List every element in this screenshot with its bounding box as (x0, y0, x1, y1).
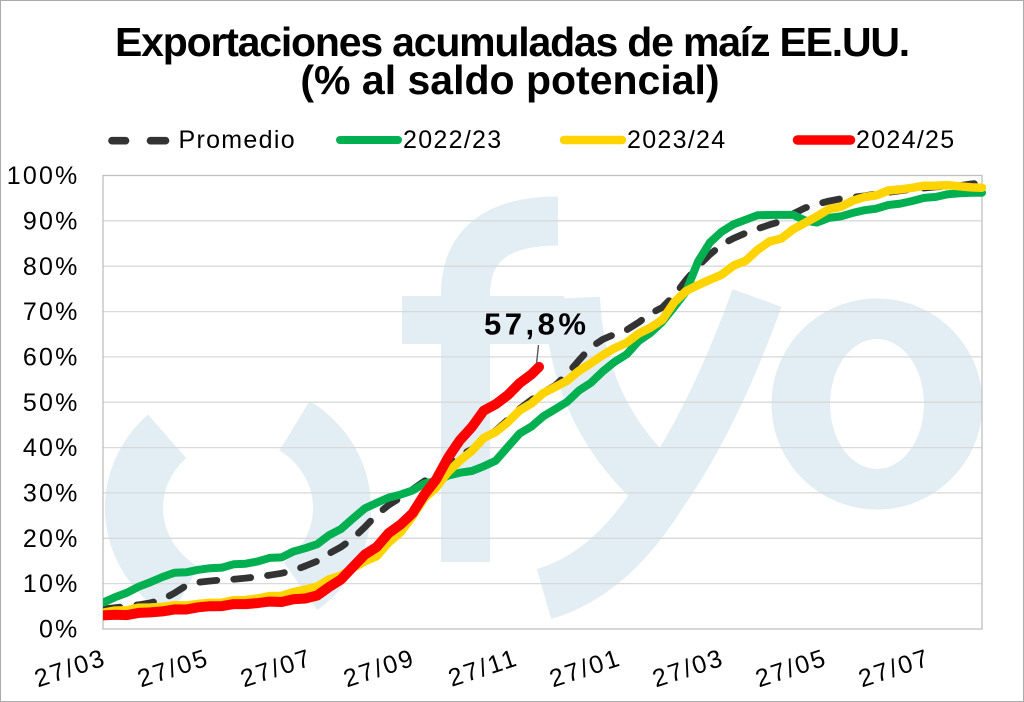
svg-text:2024/25: 2024/25 (856, 126, 955, 154)
svg-text:30%: 30% (23, 480, 80, 508)
svg-text:70%: 70% (23, 298, 80, 326)
svg-text:50%: 50% (23, 389, 80, 417)
svg-text:40%: 40% (23, 434, 80, 462)
svg-text:0%: 0% (39, 616, 80, 644)
svg-text:100%: 100% (7, 162, 80, 190)
svg-text:10%: 10% (23, 570, 80, 598)
svg-text:60%: 60% (23, 344, 80, 372)
svg-text:Exportaciones acumuladas de ma: Exportaciones acumuladas de maíz EE.UU. (115, 19, 909, 65)
svg-text:Promedio: Promedio (179, 126, 296, 154)
svg-text:80%: 80% (23, 253, 80, 281)
svg-text:90%: 90% (23, 207, 80, 235)
svg-text:2023/24: 2023/24 (627, 126, 726, 154)
svg-text:57,8%: 57,8% (484, 307, 589, 342)
svg-text:20%: 20% (23, 525, 80, 553)
svg-text:2022/23: 2022/23 (403, 126, 502, 154)
svg-text:(% al saldo potencial): (% al saldo potencial) (300, 57, 719, 103)
